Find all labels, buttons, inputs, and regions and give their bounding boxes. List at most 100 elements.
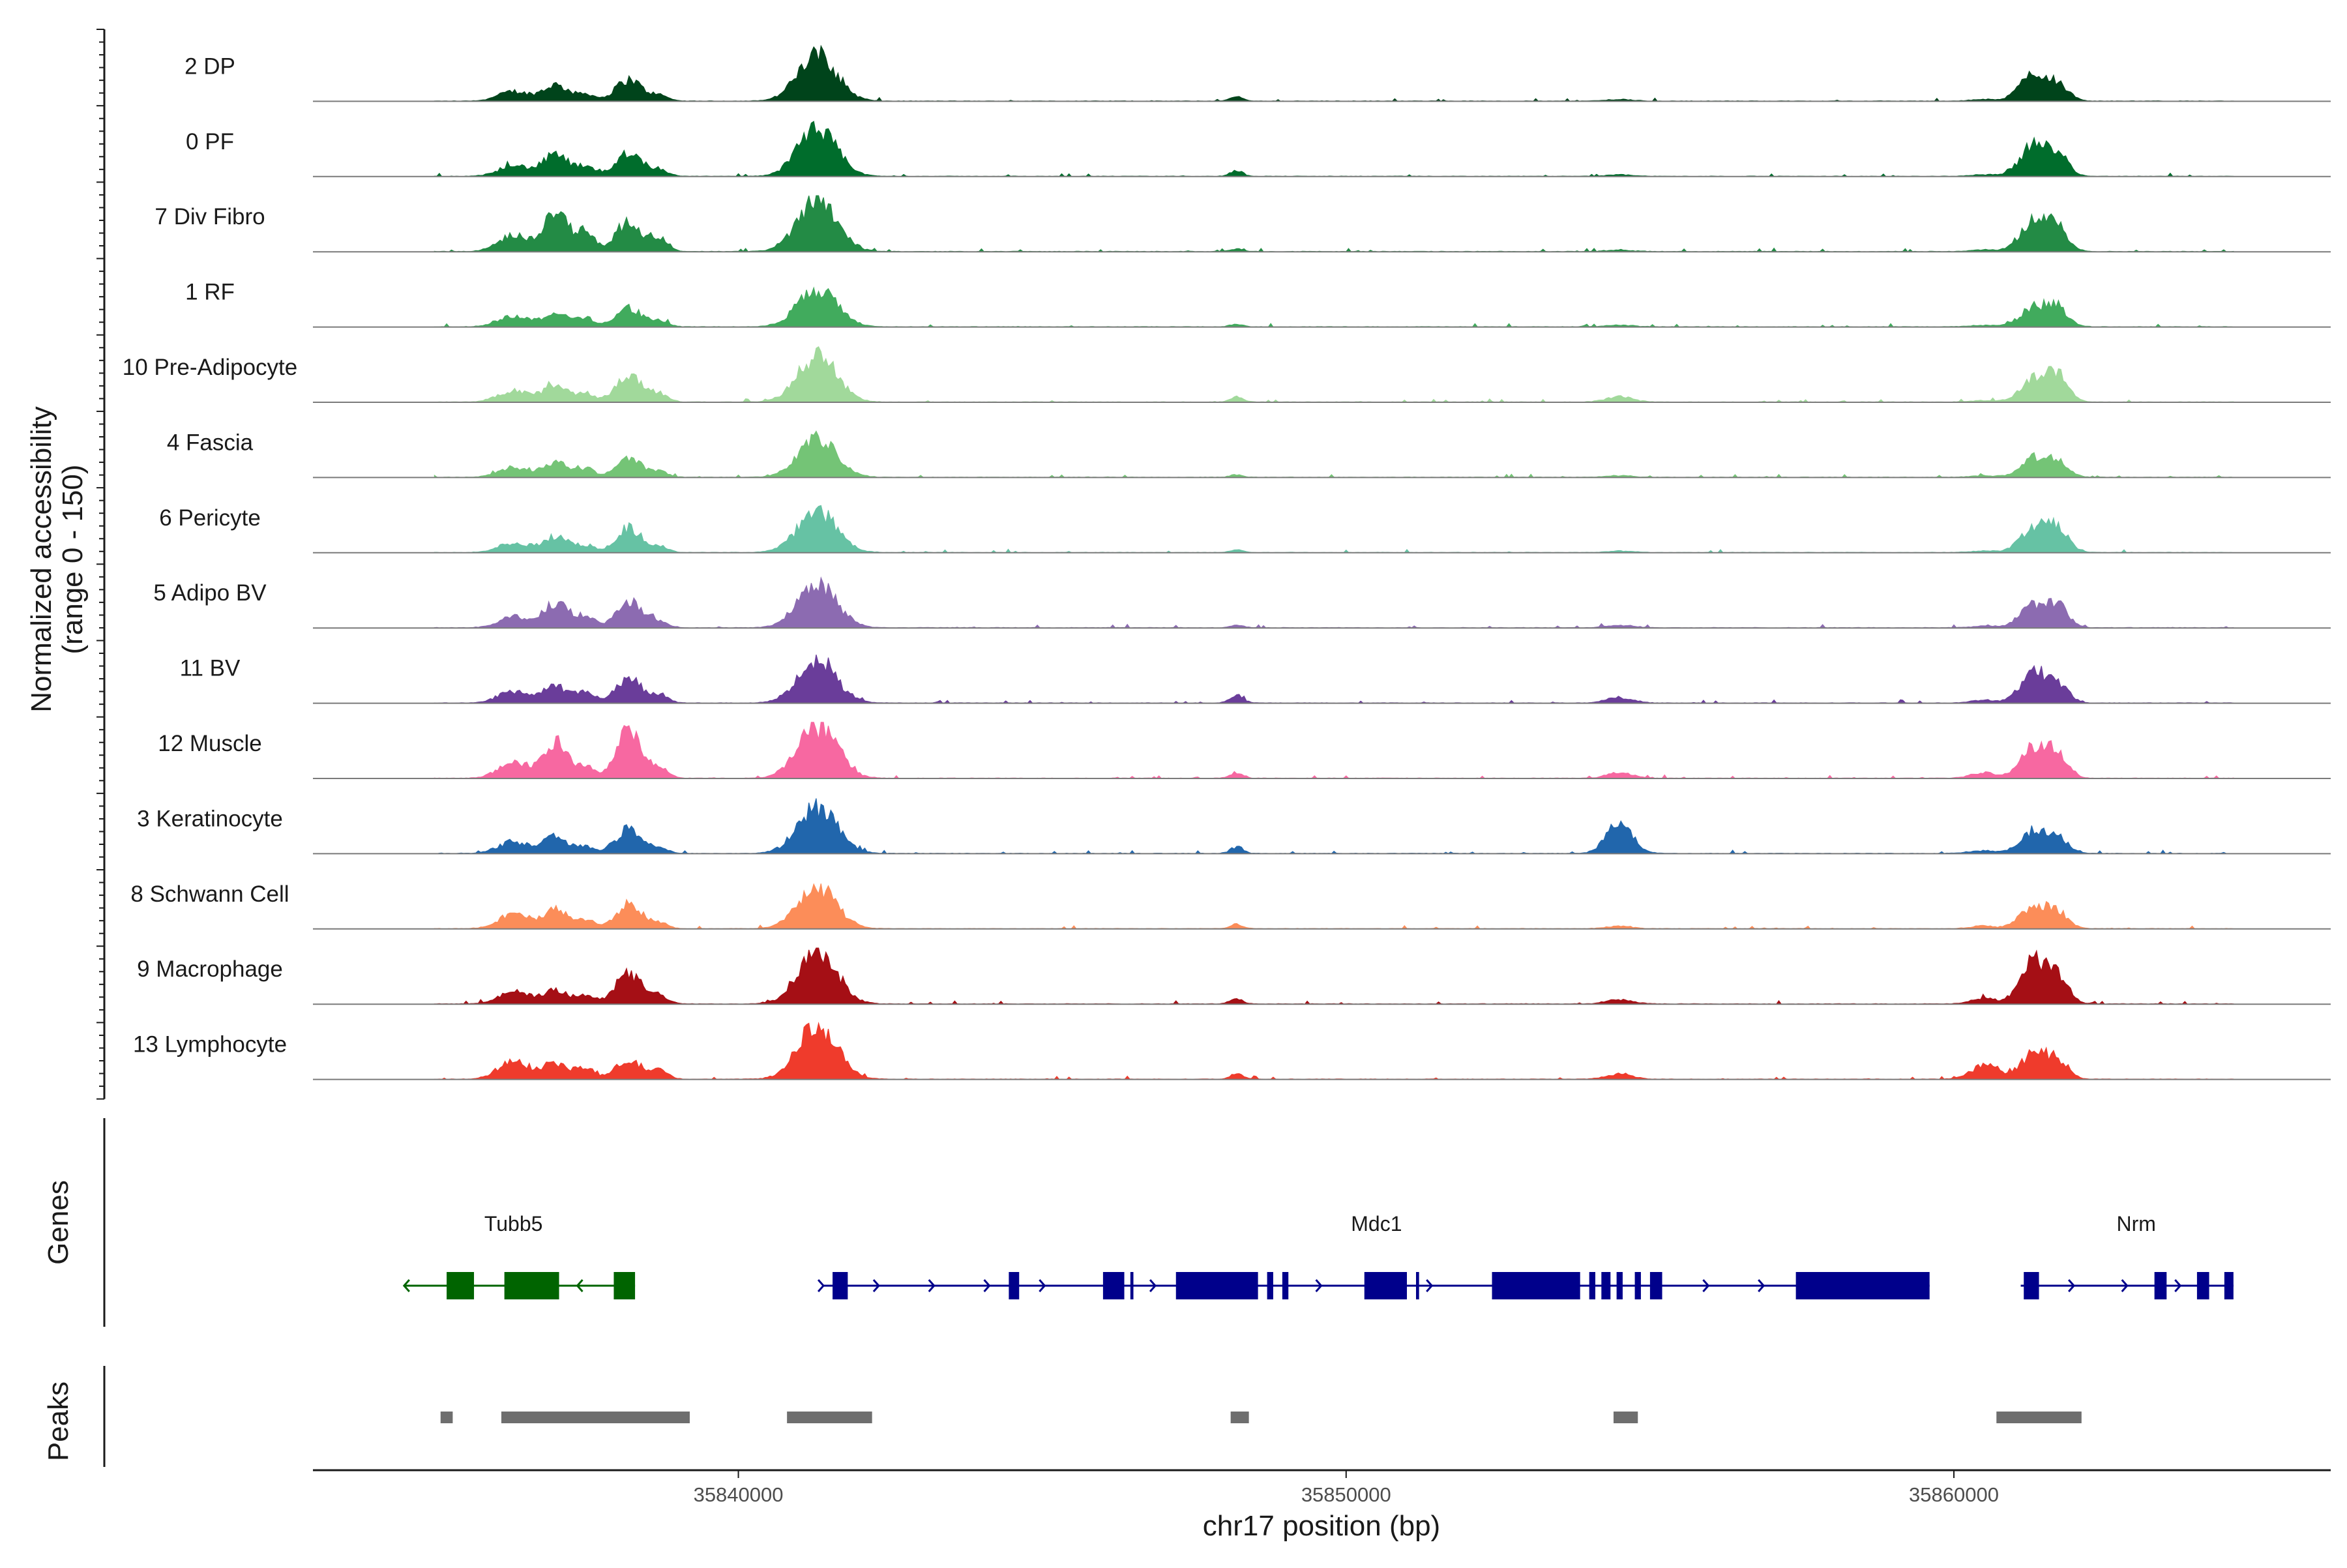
y-axis-range-label: (range 0 - 150) [57,464,89,654]
track-3-keratinocyte: 3 Keratinocyte [137,798,2331,855]
gene-exon [2224,1272,2234,1299]
coverage-area [434,286,2234,328]
track-label: 12 Muscle [158,731,262,756]
gene-exon [1616,1272,1623,1299]
track-10-pre-adipocyte: 10 Pre-Adipocyte [123,346,2331,403]
track-label: 6 Pericyte [159,505,261,531]
peak-region [440,1412,453,1423]
strand-arrow-icon [1039,1279,1046,1292]
track-label: 2 DP [185,53,235,79]
strand-arrow-icon [2174,1279,2182,1292]
track-label: 5 Adipo BV [153,580,267,606]
coverage-area [434,1022,2234,1080]
track-label: 10 Pre-Adipocyte [123,355,297,380]
gene-exon [833,1272,848,1299]
track-label: 7 Div Fibro [155,204,265,229]
peak-track [440,1412,2082,1423]
track-label: 3 Keratinocyte [137,806,283,831]
x-tick-label: 35860000 [1909,1483,1999,1506]
track-8-schwann-cell: 8 Schwann Cell [130,881,2331,930]
gene-exon [613,1272,636,1299]
strand-arrow-icon [928,1279,936,1292]
gene-exon [1282,1272,1289,1299]
track-label: 13 Lymphocyte [133,1032,287,1058]
gene-track: Tubb5 Mdc1 Nrm [402,1212,2234,1299]
gene-exon [504,1272,559,1299]
track-label: 11 BV [180,656,241,681]
coverage-area [434,576,2234,629]
gene-exon [1601,1272,1611,1299]
peak-region [1996,1412,2082,1423]
strand-arrow-icon [402,1279,410,1292]
gene-exon [1415,1272,1419,1299]
coverage-area [434,655,2234,704]
gene-exon [2196,1272,2209,1299]
track-label: 1 RF [185,280,235,305]
coverage-area [434,722,2234,779]
gene-nrm: Nrm [2020,1212,2234,1299]
coverage-area [434,798,2234,855]
strand-arrow-icon [1758,1279,1765,1292]
strand-arrow-icon [983,1279,991,1292]
track-13-lymphocyte: 13 Lymphocyte [133,1022,2331,1080]
gene-exon [447,1272,475,1299]
peaks-track-title: Peaks [42,1382,74,1461]
gene-exon [2154,1272,2167,1299]
y-axis-title: Normalized accessibility [25,406,57,712]
track-label: 0 PF [186,129,234,155]
coverage-area [434,195,2234,253]
strand-arrow-icon [817,1279,825,1292]
gene-exon [1795,1272,1930,1299]
coverage-area [434,947,2234,1005]
gene-mdc1: Mdc1 [817,1212,1930,1299]
track-label: 8 Schwann Cell [130,881,289,907]
peak-region [1613,1412,1638,1423]
peak-region [1230,1412,1249,1423]
coverage-area [434,44,2234,102]
gene-exon [1102,1272,1125,1299]
strand-arrow-icon [2068,1279,2076,1292]
track-1-rf: 1 RF [185,280,2331,328]
track-6-pericyte: 6 Pericyte [159,505,2331,554]
genes-track-title: Genes [42,1180,74,1265]
strand-arrow-icon [2121,1279,2129,1292]
gene-label: Nrm [2116,1212,2155,1235]
track-12-muscle: 12 Muscle [158,722,2331,779]
gene-label: Mdc1 [1351,1212,1402,1235]
axes: 35840000 35850000 35860000 [96,29,2331,1506]
track-11-bv: 11 BV [180,655,2331,704]
track-4-fascia: 4 Fascia [167,430,2331,479]
track-5-adipo-bv: 5 Adipo BV [153,576,2331,629]
x-tick-label: 35840000 [694,1483,784,1506]
peak-region [501,1412,690,1423]
track-9-macrophage: 9 Macrophage [137,947,2331,1005]
coverage-area [434,430,2234,479]
strand-arrow-icon [576,1279,583,1292]
strand-arrow-icon [1315,1279,1323,1292]
strand-arrow-icon [1426,1279,1434,1292]
strand-arrow-icon [872,1279,880,1292]
gene-exon [1649,1272,1662,1299]
strand-arrow-icon [1149,1279,1157,1292]
gene-exon [1589,1272,1596,1299]
gene-exon [1175,1272,1258,1299]
coverage-tracks: 2 DP 0 PF 7 Div Fibro 1 RF 10 Pre-Adipocyte 4… [123,44,2331,1080]
gene-exon [1364,1272,1408,1299]
x-tick-label: 35850000 [1301,1483,1391,1506]
gene-exon [1634,1272,1641,1299]
gene-exon [1009,1272,1020,1299]
track-0-pf: 0 PF [186,121,2331,177]
gene-tubb5: Tubb5 [402,1212,636,1299]
coverage-area [434,121,2234,177]
gene-label: Tubb5 [484,1212,543,1235]
gene-exon [2024,1272,2039,1299]
gene-exon [1267,1272,1273,1299]
track-label: 4 Fascia [167,430,254,455]
strand-arrow-icon [1702,1279,1710,1292]
peak-region [787,1412,872,1423]
gene-exon [1130,1272,1134,1299]
track-7-div-fibro: 7 Div Fibro [155,195,2331,253]
gene-exon [1492,1272,1580,1299]
